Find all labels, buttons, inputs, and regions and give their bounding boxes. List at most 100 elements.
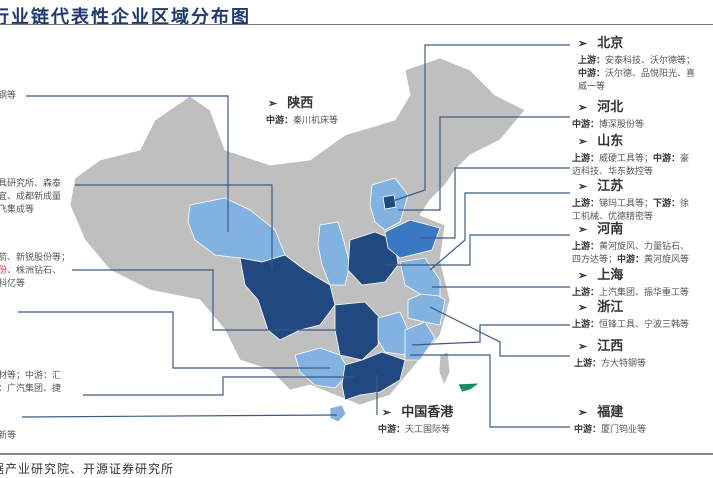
region-line: 上游：上汽集团、振华重工等 (572, 287, 689, 300)
company-list: 威硬工具等； (599, 154, 654, 164)
region-name: 上海 (597, 268, 624, 283)
region-name: 福建 (597, 405, 624, 420)
figure-title: 行业链代表性企业区域分布图 (0, 7, 251, 28)
arrow-icon: ➢ (268, 97, 278, 110)
stage-label: 上游： (572, 288, 600, 298)
left-block-4: 材等；中游：汇 ：广汽集团、捷 (0, 370, 61, 396)
region-line: 上游：威硬工具等；中游：豪 (572, 153, 689, 166)
company-list: 沃尔德、品悦阳光、喜 (605, 69, 696, 79)
arrow-icon: ➢ (382, 406, 392, 419)
leader-lines (18, 44, 570, 428)
stage-label: 上游： (572, 242, 600, 252)
province-sichuan (239, 254, 336, 341)
arrow-icon: ➢ (578, 301, 588, 314)
company-list: 厦门钨业等 (601, 425, 647, 435)
region-name: 江西 (597, 339, 624, 354)
text-line: 材等；中游：汇 (0, 371, 62, 381)
stage-label: 上游： (574, 359, 602, 369)
arrow-icon: ➢ (578, 340, 588, 353)
text-line: 科亿等 (0, 279, 26, 289)
region-header: ➢ 福建 (578, 405, 646, 421)
highlight-text: 份、 (0, 266, 17, 276)
stage-label: 上游： (578, 56, 606, 66)
region-name: 中国香港 (401, 405, 454, 420)
leader-line (429, 192, 570, 271)
region-line: 上游：恒锋工具、宁波三韩等 (572, 319, 689, 332)
text-line: 箭、新锐股份等； (0, 253, 71, 263)
source-note: 据产业研究院、开源证券研究所 (0, 462, 175, 476)
company-list: 方大特钢等 (601, 359, 647, 369)
region-header: ➢ 河北 (578, 100, 644, 116)
company-list: 迈科技、华东数控等 (572, 167, 654, 177)
province-jiangsu-shanghai (399, 257, 441, 297)
region-header: ➢ 浙江 (578, 300, 689, 316)
region-header: ➢ 陕西 (268, 96, 338, 112)
company-list: 天工国际等 (405, 425, 451, 435)
text-line: 飞集成等 (0, 205, 35, 215)
company-list: 豪 (680, 154, 690, 164)
province-hunan (334, 301, 381, 361)
region-name: 北京 (597, 36, 624, 51)
region-label: ➢ 山东上游：威硬工具等；中游：豪 迈科技、华东数控等 (572, 134, 689, 179)
leader-line (75, 184, 273, 270)
region-line: 上游：安泰科技、沃尔德等； (578, 55, 695, 68)
leader-line (411, 324, 570, 346)
stage-label: 中游： (617, 255, 645, 265)
company-list: 四方达等； (572, 255, 618, 265)
region-header: ➢ 江苏 (578, 179, 689, 195)
divider-top (0, 24, 713, 25)
divider-bottom (0, 453, 713, 455)
arrow-icon: ➢ (578, 180, 588, 193)
region-name: 浙江 (597, 300, 624, 315)
leader-line (72, 269, 338, 331)
company-list: 徐 (680, 199, 690, 209)
company-list: 博深股份等 (599, 120, 645, 130)
company-list: 工机械、优德精密等 (572, 212, 654, 222)
company-list: 威一等 (578, 82, 606, 92)
region-label: ➢ 福建中游：厦门钨业等 (574, 405, 647, 437)
region-label: ➢ 浙江上游：恒锋工具、宁波三韩等 (572, 300, 689, 332)
province-hainan (329, 404, 347, 423)
region-header: ➢ 山东 (578, 134, 689, 150)
text-line: 新等 (0, 431, 17, 441)
province-guangdong (341, 351, 406, 401)
stage-label: 上游： (572, 199, 600, 209)
region-label: ➢ 上海上游：上汽集团、振华重工等 (572, 268, 689, 300)
region-header: ➢ 上海 (578, 268, 689, 284)
region-name: 江苏 (597, 179, 624, 194)
region-label: ➢ 中国香港中游：天工国际等 (378, 405, 453, 437)
province-henan (347, 231, 399, 286)
south-china-sea-islands (457, 382, 482, 393)
arrow-icon: ➢ (578, 37, 588, 50)
company-list: 恒锋工具、宁波三韩等 (599, 320, 690, 330)
left-block-1: 钢等 (0, 90, 16, 103)
leader-line (83, 376, 355, 396)
left-block-2: 具研究所、森泰 宜、成都新成量 飞集成等 (0, 178, 61, 217)
region-label: ➢ 河南 上游：黄河旋风、力量钻石、 四方达等；中游：黄河旋风等 (572, 222, 690, 267)
region-name: 河北 (597, 100, 624, 115)
region-label: ➢ 江苏 上游：锑玛工具等；下游：徐 工机械、优德精密等 (572, 179, 690, 224)
taiwan (438, 351, 451, 387)
region-line: 中游：秦川机床等 (266, 115, 338, 128)
text-line: 份、株洲钻石、 (0, 265, 70, 278)
company-list: 上汽集团、振华重工等 (599, 288, 690, 298)
stage-label: 中游： (574, 425, 602, 435)
region-line: 迈科技、华东数控等 (572, 166, 689, 179)
province-fujian (404, 321, 436, 361)
leader-line (429, 306, 570, 357)
company-list: 黄河旋风等 (644, 255, 690, 265)
stage-label: 中游： (378, 425, 406, 435)
region-label: ➢ 陕西中游：秦川机床等 (266, 96, 338, 128)
province-shaanxi (317, 221, 351, 286)
region-header: ➢ 中国香港 (382, 405, 453, 421)
stage-label: 上游： (572, 320, 600, 330)
region-name: 陕西 (287, 96, 314, 111)
region-name: 山东 (597, 134, 624, 149)
company-list: 锑玛工具等； (599, 199, 654, 209)
leader-line (26, 95, 229, 232)
leader-line (410, 354, 570, 428)
stage-label: 中游： (266, 116, 294, 126)
company-list: 黄河旋风、力量钻石、 (599, 242, 690, 252)
